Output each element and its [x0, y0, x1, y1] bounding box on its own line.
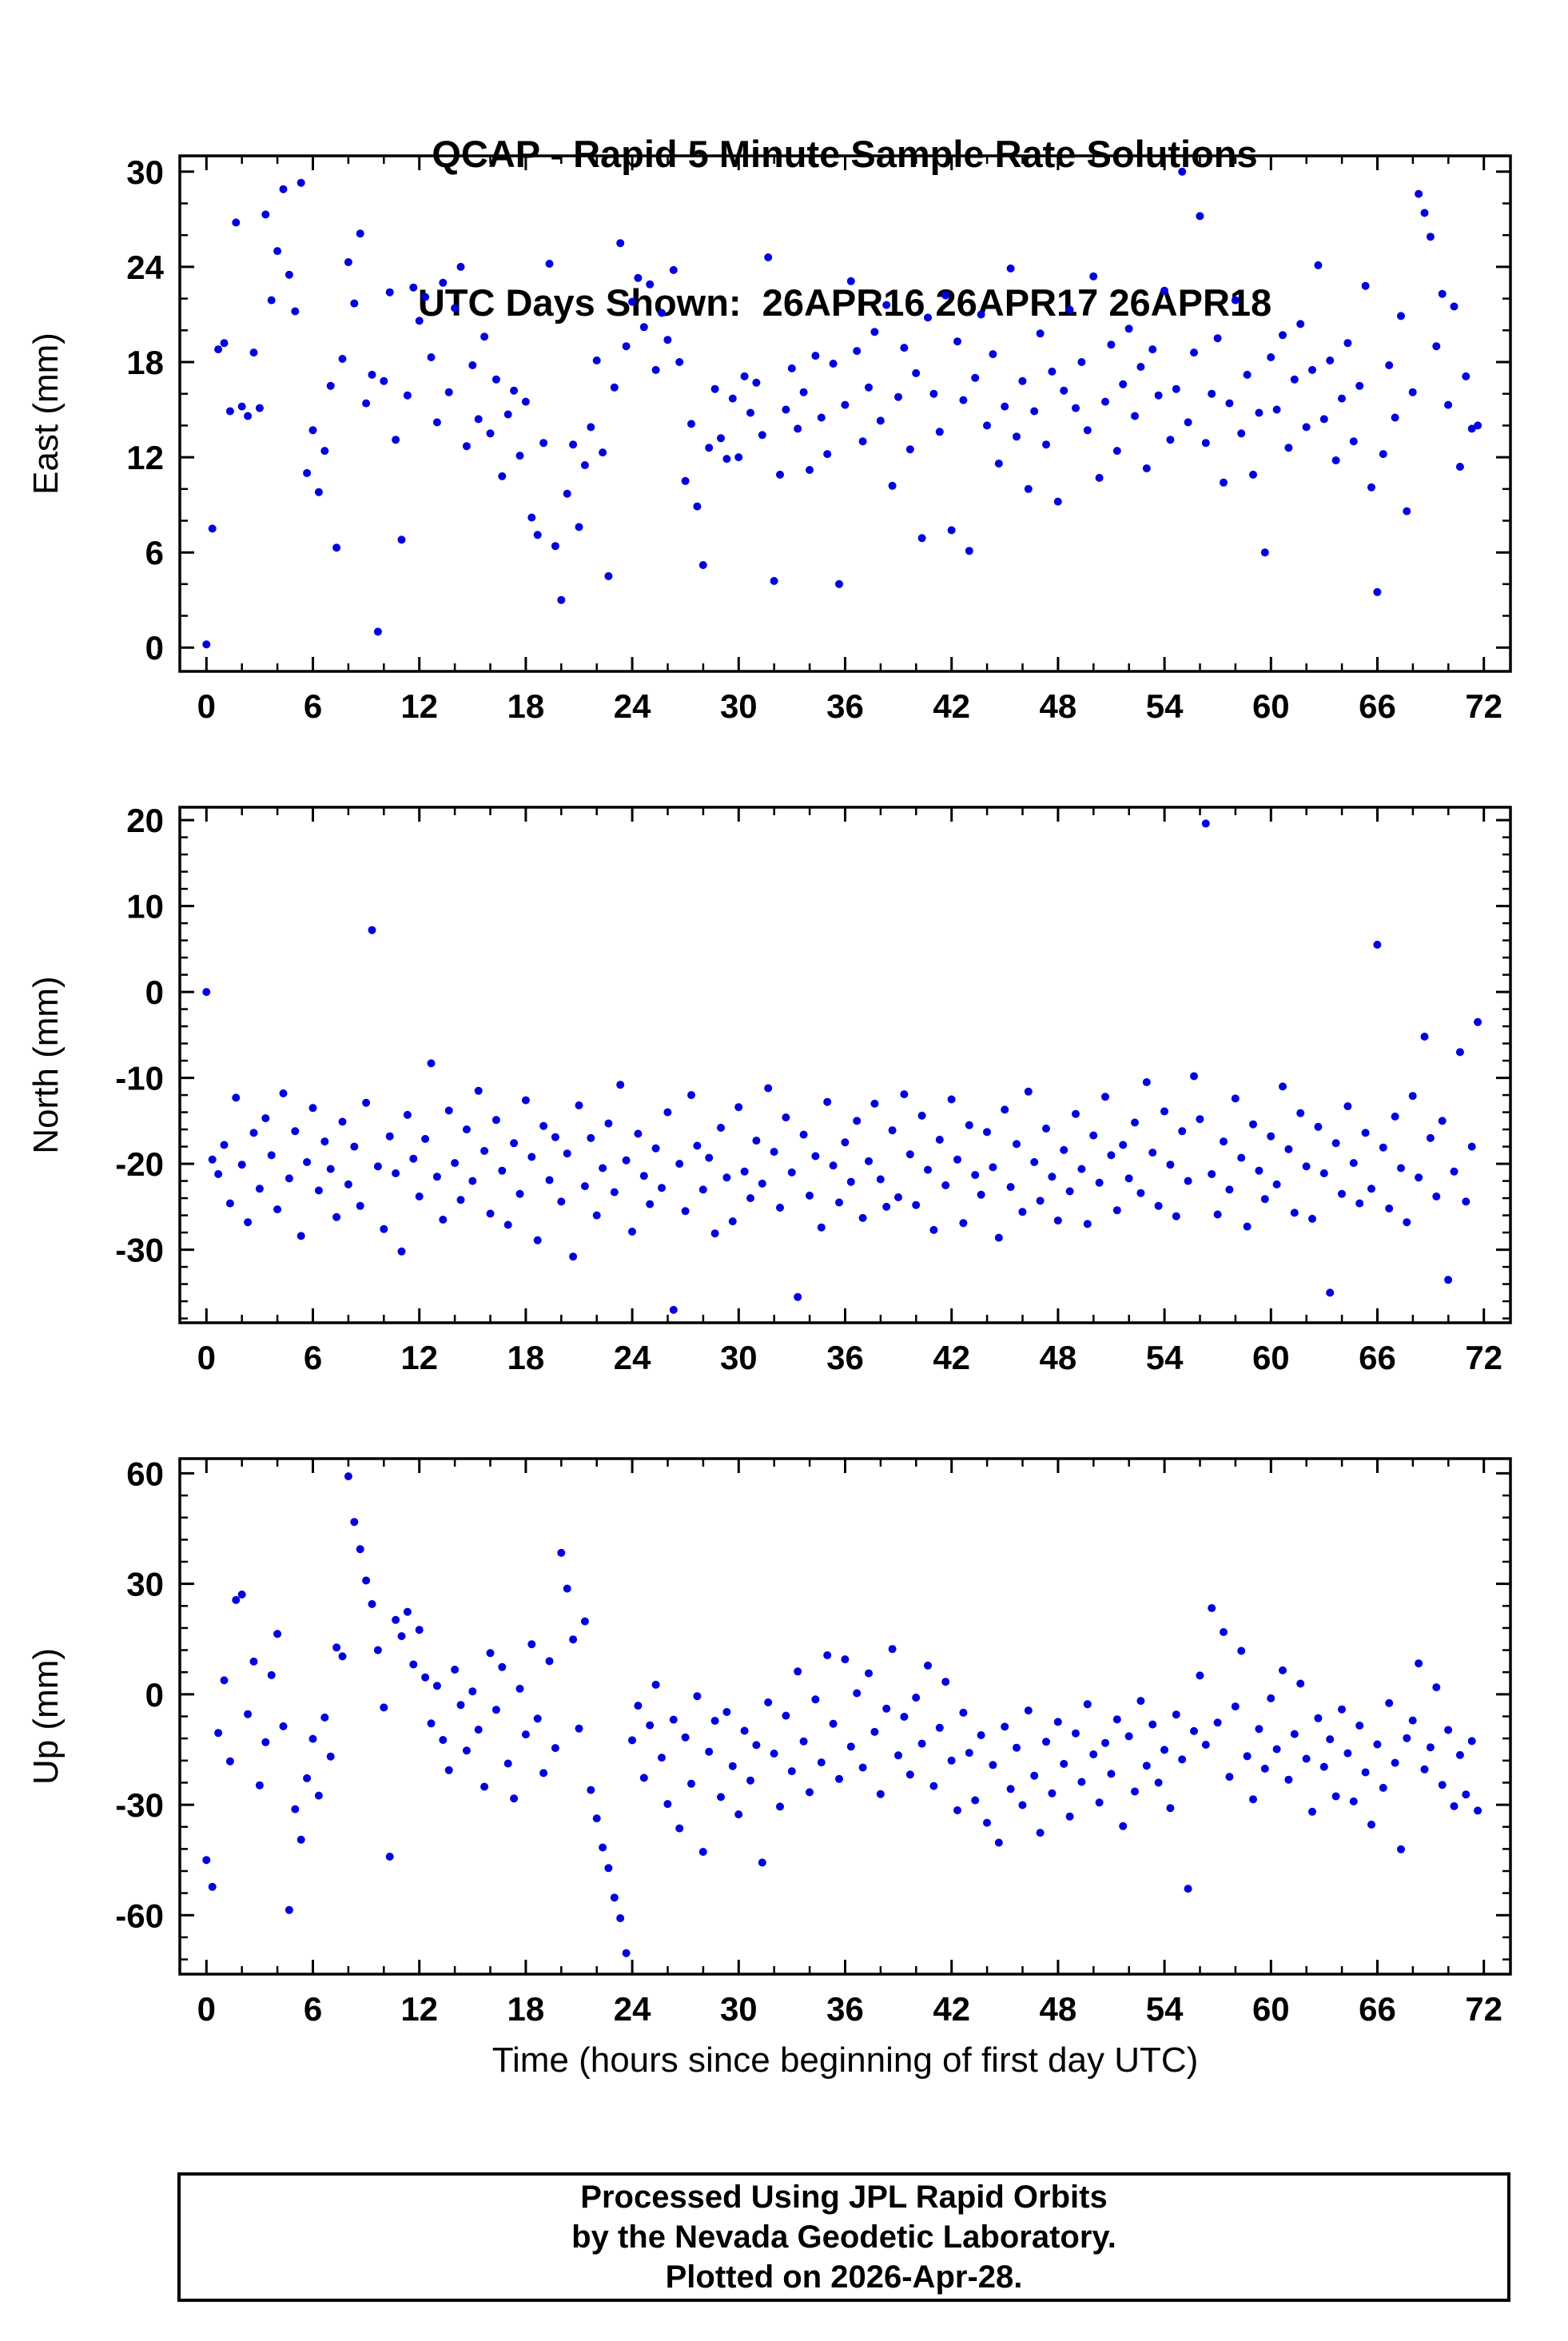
svg-text:North (mm): North (mm): [26, 976, 66, 1153]
footer-line-2: by the Nevada Geodetic Laboratory.: [571, 2220, 1116, 2255]
svg-text:12: 12: [400, 1339, 438, 1376]
svg-text:42: 42: [933, 1339, 970, 1376]
chart-title: QCAP - Rapid 5 Minute Sample Rate Soluti…: [121, 30, 1568, 427]
svg-text:18: 18: [507, 1990, 545, 2028]
svg-text:0: 0: [145, 629, 164, 667]
svg-text:36: 36: [826, 687, 864, 725]
svg-text:-30: -30: [115, 1786, 164, 1824]
svg-text:10: 10: [126, 888, 164, 926]
svg-text:20: 20: [126, 802, 164, 839]
svg-text:-10: -10: [115, 1060, 164, 1097]
svg-text:6: 6: [304, 687, 322, 725]
svg-text:72: 72: [1465, 1339, 1502, 1376]
chart-title-line1: QCAP - Rapid 5 Minute Sample Rate Soluti…: [432, 133, 1258, 176]
svg-text:6: 6: [304, 1990, 322, 2028]
svg-text:0: 0: [145, 973, 164, 1011]
svg-text:East (mm): East (mm): [26, 332, 66, 495]
svg-text:60: 60: [126, 1455, 164, 1492]
svg-text:54: 54: [1146, 1990, 1184, 2028]
svg-text:18: 18: [507, 1339, 545, 1376]
svg-text:30: 30: [720, 687, 758, 725]
svg-text:-20: -20: [115, 1145, 164, 1183]
footer-line-3: Plotted on 2026-Apr-28.: [665, 2259, 1023, 2295]
svg-text:66: 66: [1359, 1339, 1396, 1376]
svg-text:Up (mm): Up (mm): [26, 1648, 66, 1785]
east-panel-chart: 0 6 12 18 24 30 36 42 48 54 60 66 72 0 6 12 18 24 30 East (…: [26, 153, 1512, 725]
svg-text:36: 36: [826, 1990, 864, 2028]
svg-text:12: 12: [400, 1990, 438, 2028]
footer-line-1: Processed Using JPL Rapid Orbits: [580, 2180, 1108, 2215]
svg-text:54: 54: [1146, 1339, 1184, 1376]
svg-text:18: 18: [507, 687, 545, 725]
svg-text:0: 0: [145, 1676, 164, 1714]
svg-text:48: 48: [1040, 1339, 1077, 1376]
svg-text:72: 72: [1465, 687, 1502, 725]
svg-text:42: 42: [933, 687, 970, 725]
svg-text:60: 60: [1252, 1990, 1290, 2028]
svg-text:0: 0: [197, 687, 216, 725]
svg-text:24: 24: [614, 1990, 651, 2028]
svg-text:48: 48: [1040, 687, 1077, 725]
svg-text:66: 66: [1359, 687, 1396, 725]
up-panel-chart: 0 6 12 18 24 30 36 42 48 54 60 66 72 -60 -30 0 30 60 Up (m…: [26, 1455, 1512, 2028]
svg-text:24: 24: [126, 249, 164, 286]
footer-box: Processed Using JPL Rapid Orbits by the …: [177, 2172, 1510, 2302]
svg-text:60: 60: [1252, 687, 1290, 725]
svg-text:18: 18: [126, 344, 164, 381]
svg-text:-30: -30: [115, 1232, 164, 1269]
svg-text:24: 24: [614, 1339, 651, 1376]
svg-text:30: 30: [126, 1566, 164, 1603]
svg-text:48: 48: [1040, 1990, 1077, 2028]
svg-text:24: 24: [614, 687, 651, 725]
svg-text:42: 42: [933, 1990, 970, 2028]
svg-text:12: 12: [400, 687, 438, 725]
svg-text:30: 30: [126, 153, 164, 191]
svg-text:6: 6: [304, 1339, 322, 1376]
svg-text:54: 54: [1146, 687, 1184, 725]
svg-text:36: 36: [826, 1339, 864, 1376]
svg-text:30: 30: [720, 1339, 758, 1376]
svg-text:0: 0: [197, 1990, 216, 2028]
svg-text:-60: -60: [115, 1897, 164, 1934]
svg-text:12: 12: [126, 439, 164, 476]
chart-title-line2: UTC Days Shown: 26APR16 26APR17 26APR18: [417, 281, 1272, 324]
svg-text:30: 30: [720, 1990, 758, 2028]
svg-text:0: 0: [197, 1339, 216, 1376]
svg-text:66: 66: [1359, 1990, 1396, 2028]
svg-text:72: 72: [1465, 1990, 1502, 2028]
north-panel-chart: 0 6 12 18 24 30 36 42 48 54 60 66 72 -30 -20 -10 0 10 20 No…: [26, 802, 1512, 1376]
svg-text:6: 6: [145, 534, 164, 571]
x-axis-label: Time (hours since beginning of first day…: [491, 2040, 1199, 2080]
svg-text:60: 60: [1252, 1339, 1290, 1376]
